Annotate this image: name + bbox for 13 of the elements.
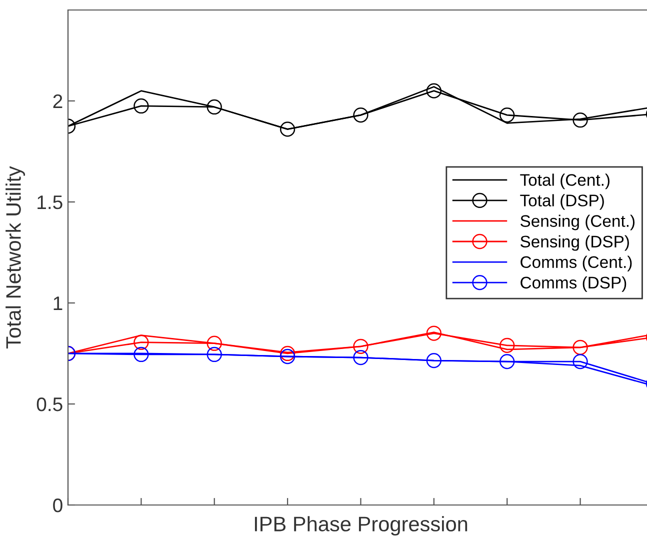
legend-label: Comms (DSP) (520, 276, 626, 292)
legend-label: Total (DSP) (520, 194, 604, 210)
legend-label: Comms (Cent.) (520, 256, 632, 272)
legend-label: Total (Cent.) (520, 174, 610, 190)
y-tick-label: 0 (53, 498, 62, 512)
legend-label: Sensing (Cent.) (520, 214, 635, 230)
y-tick-label: 1 (54, 296, 62, 310)
y-tick-label: 1.5 (38, 196, 62, 210)
y-tick-label: 0.5 (36, 397, 62, 412)
legend-label: Sensing (DSP) (520, 235, 629, 251)
x-axis-title: IPB Phase Progression (254, 516, 468, 536)
y-tick-label: 2 (53, 94, 62, 108)
y-axis-title: Total Network Utility (6, 166, 25, 348)
